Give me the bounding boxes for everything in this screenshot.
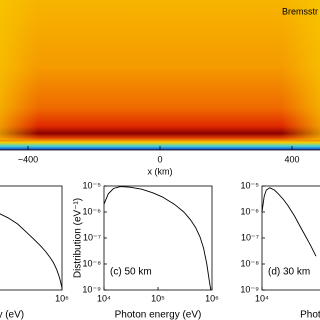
y-tick-label: 10⁻⁶ [241,206,260,216]
y-tick-label: 10⁻⁹ [240,284,259,294]
panel-annotation: (c) 50 km [110,267,152,278]
x-tick-label: 10⁴ [255,293,269,303]
x-axis-label: gy (eV) [0,310,24,320]
y-tick-label: 10⁻⁶ [83,206,102,216]
data-line [0,213,63,289]
y-tick-label: 10⁻⁹ [82,284,101,294]
y-tick-label: 10⁻⁸ [82,258,101,268]
y-tick-label: 10⁻⁷ [241,232,259,242]
x-tick-label: −400 [18,154,38,164]
plot-frame [0,185,63,291]
y-tick-label: 10⁻⁵ [241,180,260,190]
x-tick-label: 10⁴ [97,293,111,303]
x-tick-label: 10⁶ [55,293,69,303]
x-axis-label: x (km) [148,166,173,176]
y-axis-label: Distribution (eV⁻¹) [73,198,84,278]
x-axis-label: Photon [300,310,320,320]
y-tick-label: 10⁻⁸ [240,258,259,268]
panel-annotation: (d) 30 km [268,267,310,278]
y-tick-label: 10⁻⁵ [83,180,102,190]
x-tick-label: 400 [284,154,299,164]
heatmap-edge [0,0,320,140]
panel-title: Bremsstr [282,6,318,16]
data-line [103,186,212,291]
x-tick-label: 0 [157,154,162,164]
x-tick-label: 10⁵ [151,293,165,303]
y-tick-label: 10⁻⁷ [83,232,101,242]
x-tick-label: 10⁶ [205,293,219,303]
x-axis-label: Photon energy (eV) [115,310,202,320]
data-line [261,187,317,257]
